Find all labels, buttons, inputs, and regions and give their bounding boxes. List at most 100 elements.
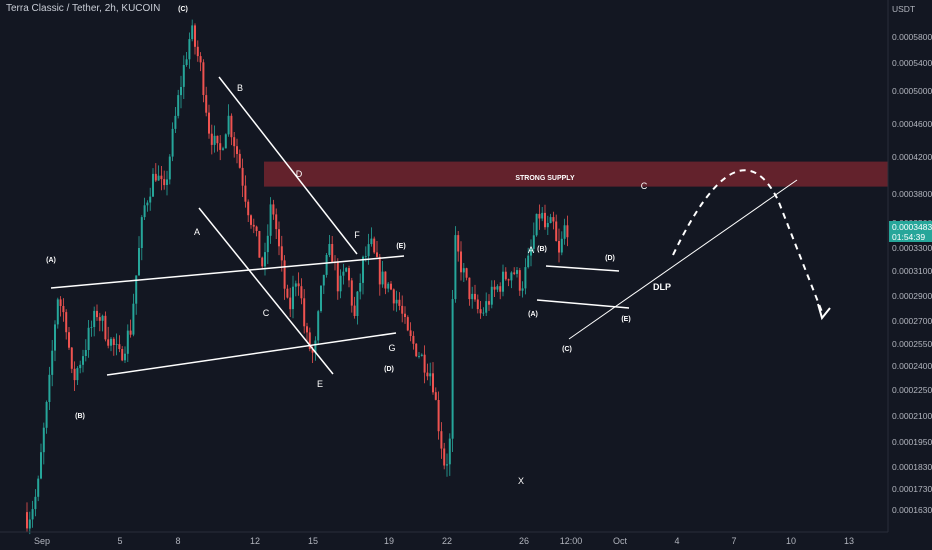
candle — [292, 275, 294, 319]
wave-label: B — [237, 83, 243, 93]
chart-title: Terra Classic / Tether, 2h, KUCOIN — [6, 3, 161, 14]
candle — [317, 309, 320, 345]
candle — [54, 320, 56, 362]
candle — [96, 304, 98, 321]
candle — [350, 277, 353, 313]
time-tick-label: 22 — [442, 536, 452, 546]
candle — [252, 218, 255, 234]
candle — [62, 298, 65, 322]
candle — [434, 387, 437, 401]
wave-label: G — [388, 343, 395, 353]
candle — [370, 227, 373, 247]
candle — [261, 256, 264, 269]
candle — [264, 242, 266, 276]
candle — [51, 340, 54, 387]
candle — [418, 352, 420, 359]
candle — [524, 258, 527, 295]
candle — [384, 271, 387, 295]
candle — [367, 233, 370, 265]
candle — [398, 292, 401, 311]
candle — [84, 339, 87, 362]
candle — [353, 296, 356, 319]
time-tick-label: 26 — [519, 536, 529, 546]
candle — [482, 307, 485, 316]
projection-path — [672, 169, 823, 313]
triangle-upper-line — [545, 265, 620, 272]
candle — [82, 349, 84, 373]
candle — [507, 278, 510, 287]
candle — [376, 241, 378, 258]
candle — [79, 360, 82, 374]
candle — [563, 218, 566, 245]
candle — [457, 231, 460, 262]
candle — [432, 362, 434, 395]
candle — [516, 267, 518, 278]
candle — [546, 215, 549, 235]
candle — [345, 267, 348, 273]
candle — [395, 290, 398, 312]
candle — [513, 267, 516, 276]
drawings — [50, 76, 831, 376]
candle — [177, 89, 180, 119]
candle — [387, 282, 390, 293]
candle — [468, 277, 471, 306]
time-axis[interactable]: Sep 5 8 12 15 19 22 26 12:00 Oct 4 7 10 13 — [0, 531, 888, 546]
candle — [266, 224, 269, 264]
wave-label: A — [528, 245, 534, 255]
candle — [289, 287, 292, 317]
candle — [227, 104, 230, 137]
candle — [339, 269, 342, 299]
wave-labels: (A) (B) (C) (D) (E) A B C D E F G X (A) (B) (C) (D) (E) A C… — [46, 6, 671, 486]
candle — [171, 122, 174, 162]
candle — [381, 261, 384, 288]
candle — [210, 124, 213, 155]
candle — [460, 241, 462, 281]
wave-label: (D) — [384, 366, 394, 373]
wave-label: (C) — [178, 6, 188, 13]
candle — [448, 433, 451, 476]
candle — [247, 199, 250, 222]
candle — [362, 255, 364, 295]
candle — [404, 306, 406, 324]
candle — [538, 204, 541, 230]
candle — [213, 125, 216, 153]
candle — [532, 222, 535, 253]
wave-label: E — [317, 379, 323, 389]
wave-label: (E) — [396, 243, 405, 250]
candle — [188, 32, 191, 69]
candle — [163, 170, 166, 190]
candle — [471, 286, 474, 309]
candle — [275, 208, 278, 239]
candle — [115, 333, 118, 356]
wave-label: X — [518, 476, 524, 486]
candle — [325, 253, 328, 278]
time-tick-label: 15 — [308, 536, 318, 546]
candle — [373, 236, 376, 254]
candle — [555, 214, 558, 242]
candle — [143, 197, 146, 220]
candle — [59, 296, 62, 317]
current-price-badge: 0.00034834 01:54:39 — [889, 221, 932, 242]
wave-label: C — [641, 181, 648, 191]
candle — [474, 284, 476, 302]
wave-label: (E) — [621, 316, 630, 323]
wave-label: (C) — [562, 346, 572, 353]
candle — [552, 211, 555, 230]
candle — [258, 230, 261, 258]
candle — [138, 236, 140, 276]
channel-lower-line — [106, 332, 397, 376]
candle — [241, 158, 244, 197]
candle — [535, 213, 538, 237]
candle — [328, 235, 331, 258]
wave-label: (A) — [46, 257, 56, 264]
